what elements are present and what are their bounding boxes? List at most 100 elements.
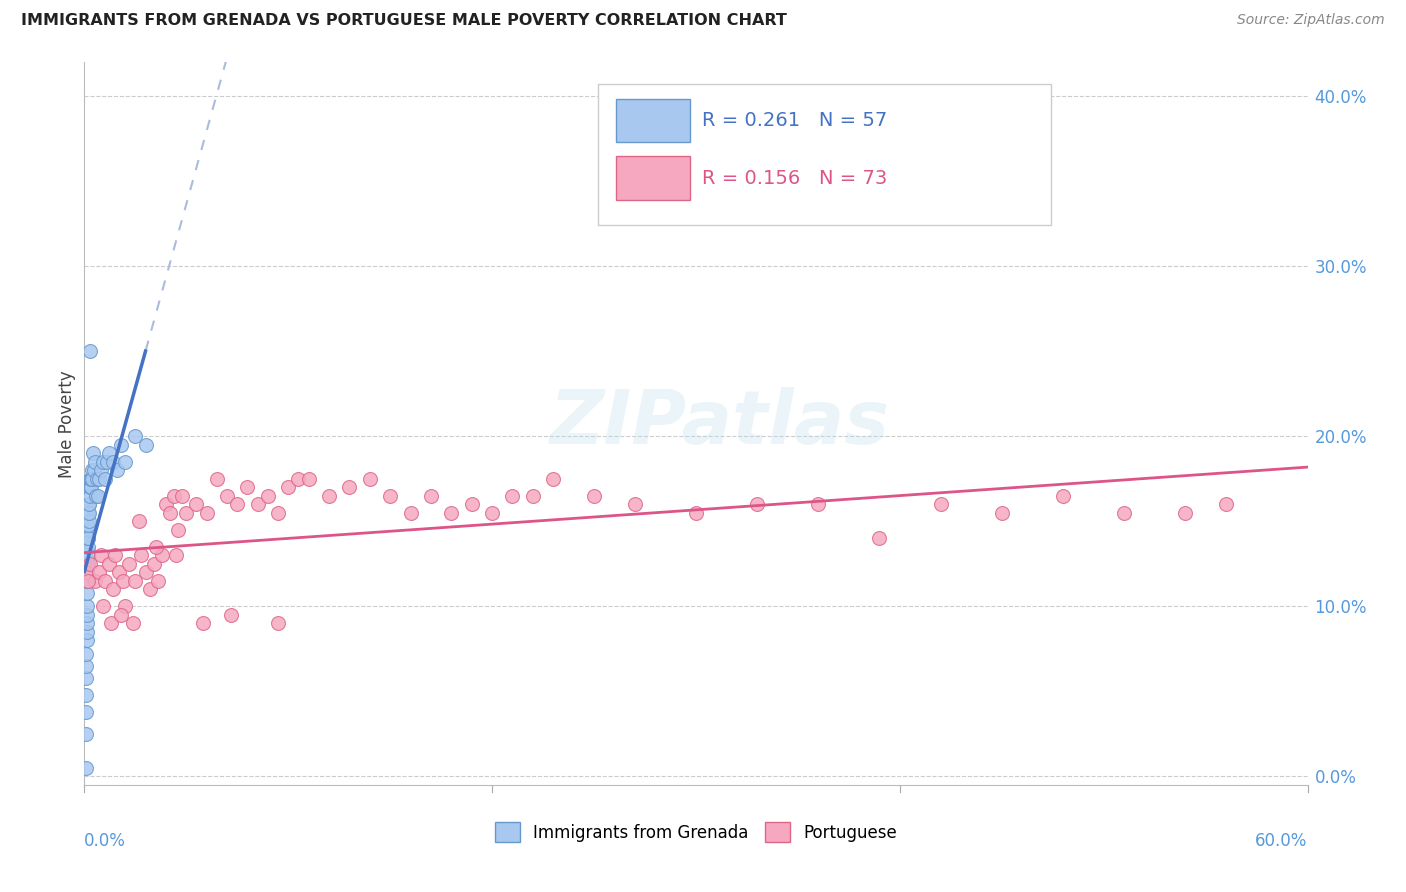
Point <box>163 489 186 503</box>
Point <box>318 489 340 503</box>
Point <box>75 761 97 775</box>
Point <box>91 455 114 469</box>
Point <box>440 506 463 520</box>
Point <box>83 455 105 469</box>
Point <box>146 574 169 588</box>
Point <box>101 582 124 597</box>
Point <box>277 480 299 494</box>
Point <box>481 506 503 520</box>
Point <box>79 557 101 571</box>
Point <box>77 574 100 588</box>
Point <box>135 438 157 452</box>
FancyBboxPatch shape <box>598 84 1050 225</box>
Point <box>114 599 136 614</box>
Point <box>77 517 100 532</box>
FancyBboxPatch shape <box>616 156 690 200</box>
Point <box>399 506 422 520</box>
FancyBboxPatch shape <box>616 98 690 142</box>
Point <box>75 705 97 719</box>
Point <box>75 727 97 741</box>
Point <box>186 498 208 512</box>
Point <box>267 506 290 520</box>
Text: 0.0%: 0.0% <box>84 832 127 850</box>
Point <box>90 549 112 563</box>
Point <box>77 498 100 512</box>
Point <box>80 472 103 486</box>
Point <box>101 455 124 469</box>
Point <box>226 498 249 512</box>
Point <box>75 671 97 685</box>
Point <box>76 574 98 588</box>
Point <box>76 586 98 600</box>
Point <box>150 549 173 563</box>
Point <box>80 480 103 494</box>
Point <box>219 607 242 622</box>
Point <box>76 545 98 559</box>
Point <box>82 472 104 486</box>
Point <box>76 566 98 580</box>
Point <box>165 549 187 563</box>
Point <box>96 455 118 469</box>
Point <box>118 557 141 571</box>
Point <box>114 455 136 469</box>
Point <box>82 446 104 460</box>
Point <box>339 480 361 494</box>
Point <box>77 540 100 554</box>
Point <box>86 472 108 486</box>
Point <box>142 557 165 571</box>
Point <box>124 429 146 443</box>
Point <box>502 489 524 503</box>
Point <box>86 489 108 503</box>
Point <box>75 566 97 580</box>
Point <box>461 498 484 512</box>
Point <box>75 659 97 673</box>
Point <box>246 498 269 512</box>
Point <box>76 616 98 631</box>
Point <box>105 463 128 477</box>
Point <box>298 472 321 486</box>
Point <box>75 647 97 661</box>
Point <box>76 552 98 566</box>
Point <box>79 489 101 503</box>
Point <box>685 506 707 520</box>
Point <box>76 633 98 648</box>
Point <box>83 463 105 477</box>
Point <box>76 607 98 622</box>
Point <box>1052 489 1074 503</box>
Point <box>135 566 157 580</box>
Point <box>807 498 830 512</box>
Point <box>1174 506 1197 520</box>
Point <box>112 574 135 588</box>
Point <box>108 566 131 580</box>
Point <box>77 515 100 529</box>
Point <box>124 574 146 588</box>
Point <box>929 498 952 512</box>
Point <box>104 549 127 563</box>
Point <box>287 472 309 486</box>
Point <box>76 574 98 588</box>
Point <box>522 489 544 503</box>
Point <box>159 506 181 520</box>
Point <box>131 549 153 563</box>
Point <box>380 489 402 503</box>
Point <box>747 498 769 512</box>
Point <box>79 480 101 494</box>
Point <box>77 506 100 520</box>
Text: ZIPatlas: ZIPatlas <box>550 387 890 460</box>
Point <box>79 498 101 512</box>
Point <box>267 616 290 631</box>
Point <box>583 489 606 503</box>
Point <box>991 506 1014 520</box>
Text: R = 0.261   N = 57: R = 0.261 N = 57 <box>702 111 887 129</box>
Point <box>87 472 110 486</box>
Point <box>1215 498 1237 512</box>
Point <box>75 688 97 702</box>
Text: IMMIGRANTS FROM GRENADA VS PORTUGUESE MALE POVERTY CORRELATION CHART: IMMIGRANTS FROM GRENADA VS PORTUGUESE MA… <box>21 13 787 29</box>
Point <box>138 582 160 597</box>
Point <box>122 616 145 631</box>
Point <box>97 446 120 460</box>
Point <box>76 557 98 571</box>
Point <box>110 438 132 452</box>
Point <box>236 480 259 494</box>
Y-axis label: Male Poverty: Male Poverty <box>58 370 76 477</box>
